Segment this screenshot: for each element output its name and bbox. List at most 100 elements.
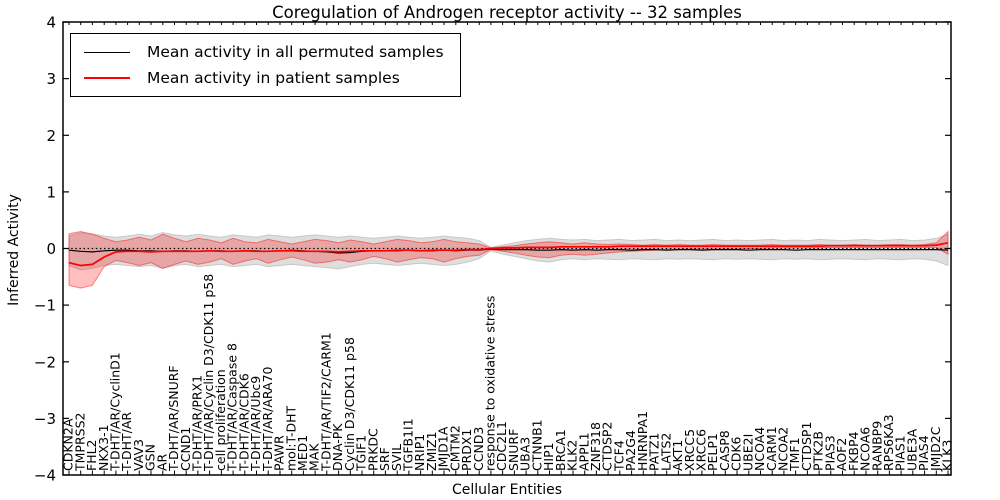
x-category-label: AR: [154, 453, 169, 471]
x-category-label: cell proliferation: [213, 369, 228, 471]
legend-black-line-icon: [84, 51, 130, 53]
x-category-label: CARM1: [764, 426, 779, 471]
x-category-label: CDK6: [729, 436, 744, 471]
x-category-label: RPS6KA3: [881, 414, 896, 471]
x-category-label: T-DHT/AR/ARA70: [260, 366, 275, 472]
legend-red-line-icon: [84, 77, 130, 79]
x-category-label: XRCC6: [694, 429, 709, 471]
x-category-label: DNA-PK: [330, 423, 345, 471]
x-category-label: CTNNB1: [529, 419, 544, 471]
x-category-label: SVIL: [389, 444, 404, 471]
y-tick-label: 3: [46, 70, 56, 88]
x-category-label: AKT1: [670, 440, 685, 471]
x-category-label: UBA3: [518, 437, 533, 471]
y-tick-label: 0: [46, 240, 56, 258]
x-category-label: AOF2: [834, 438, 849, 471]
x-category-label: PIAS3: [822, 435, 837, 471]
x-category-label: PATZ1: [647, 433, 662, 471]
x-category-label: MAK: [307, 443, 322, 471]
x-category-label: APPL1: [576, 432, 591, 471]
x-category-label: PA2G4: [623, 430, 638, 471]
x-category-label: UBE3A: [904, 428, 919, 471]
x-category-label: PAWR: [272, 435, 287, 471]
legend-entry-permuted: Mean activity in all permuted samples: [84, 43, 444, 61]
x-category-label: T-DHT/AR/CyclinD1: [108, 352, 123, 472]
chart-title: Coregulation of Androgen receptor activi…: [272, 3, 742, 22]
x-category-label: T-DHT/AR/Ubc9: [248, 376, 263, 472]
x-category-label: T-DHT/AR/PRX1: [190, 375, 205, 472]
y-tick-label: −3: [34, 410, 56, 428]
x-category-label: T-DHT/AR/TIF2/CARM1: [318, 332, 333, 472]
x-category-label: CMTM2: [447, 425, 462, 471]
x-category-label: FHL2: [84, 439, 99, 471]
x-category-label: PRKDC: [365, 428, 380, 471]
x-category-label: PELP1: [705, 433, 720, 471]
x-category-label: LATS2: [658, 433, 673, 471]
x-category-label: PTK2B: [811, 431, 826, 471]
x-category-label: VAV3: [131, 439, 146, 471]
y-tick-label: −1: [34, 297, 56, 315]
x-category-label: PIAS4: [916, 435, 931, 471]
legend-label-permuted: Mean activity in all permuted samples: [147, 43, 444, 61]
x-category-label: CTDSP2: [600, 422, 615, 471]
permuted-band: [68, 232, 949, 271]
x-category-label: ZMIZ1: [424, 431, 439, 471]
x-category-label: T-DHT/AR/Cyclin D3/CDK11 p58: [201, 274, 216, 472]
x-category-label: T-DHT/AR/Caspase 8: [225, 343, 240, 472]
x-category-label: NCOA4: [752, 427, 767, 471]
x-category-label: T-DHT/AR/CDK6: [236, 373, 251, 472]
x-category-label: NKX3-1: [96, 424, 111, 471]
x-category-label: NRIP1: [412, 434, 427, 471]
x-category-label: KLK3: [940, 440, 955, 471]
y-tick-label: 4: [46, 14, 56, 32]
x-category-label: Cyclin D3/CDK11 p58: [342, 337, 357, 471]
x-category-label: TCF4: [611, 440, 626, 472]
x-category-label: PIAS1: [893, 435, 908, 471]
x-category-label: SRF: [377, 447, 392, 471]
x-category-label: JMJD2C: [928, 426, 943, 472]
x-category-label: CCND1: [178, 427, 193, 471]
x-category-label: HIP1: [541, 442, 556, 471]
legend: Mean activity in all permuted samples Me…: [70, 33, 461, 97]
x-category-label: TMF1: [787, 437, 802, 472]
x-category-label: NCOA6: [858, 427, 873, 471]
x-category-labels: CDKN2ATMPRSS2FHL2NKX3-1T-DHT/AR/CyclinD1…: [61, 274, 955, 472]
x-category-label: CASP8: [717, 430, 732, 471]
y-axis-ticks: −4 −3 −2 −1 0 1 2 3 4: [34, 14, 951, 485]
x-category-label: TGIF1: [354, 435, 369, 472]
x-category-label: BRCA1: [553, 429, 568, 471]
y-tick-label: −4: [34, 467, 56, 485]
x-category-label: mol:T-DHT: [283, 405, 298, 471]
x-category-label: XRCC5: [682, 429, 697, 471]
patient-mean-line: [68, 241, 949, 267]
x-category-label: GSN: [143, 444, 158, 471]
x-category-label: TMPRSS2: [72, 413, 87, 472]
x-category-label: CTDSP1: [799, 422, 814, 471]
x-category-label: TGFB1I1: [401, 418, 416, 472]
x-axis-label: Cellular Entities: [451, 482, 563, 498]
x-category-label: CDKN2A: [61, 418, 76, 471]
x-category-label: KLK2: [565, 440, 580, 471]
x-category-label: MED1: [295, 435, 310, 471]
legend-label-patient: Mean activity in patient samples: [147, 69, 400, 87]
x-axis-ticks: [68, 22, 949, 475]
x-category-label: FKBP4: [846, 431, 861, 471]
x-category-label: RANBP9: [869, 421, 884, 471]
x-category-label: PRDX1: [459, 429, 474, 471]
x-category-label: T-DHT/AR: [119, 412, 134, 472]
x-category-label: JMJD1A: [436, 426, 451, 472]
x-category-label: CDC2L1: [494, 421, 509, 471]
legend-entry-patient: Mean activity in patient samples: [84, 69, 444, 87]
x-category-label: CCND3: [471, 427, 486, 471]
x-category-label: NCOA2: [776, 427, 791, 471]
x-category-label: SNURF: [506, 429, 521, 471]
x-category-label: UBE2I: [740, 434, 755, 471]
x-category-label: ZNF318: [588, 422, 603, 471]
x-category-label: response to oxidative stress: [483, 296, 498, 471]
y-tick-label: 2: [46, 127, 56, 145]
x-category-label: HNRNPA1: [635, 411, 650, 471]
x-category-label: T-DHT/AR/SNURF: [166, 365, 181, 472]
y-tick-label: 1: [46, 183, 56, 201]
